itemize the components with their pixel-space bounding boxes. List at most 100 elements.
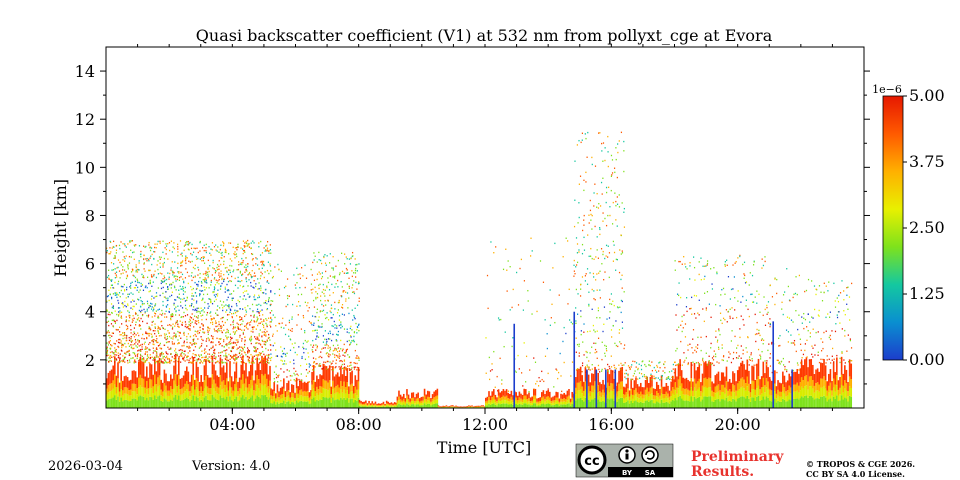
backscatter-pixel	[242, 248, 244, 250]
backscatter-pixel	[282, 317, 284, 320]
backscatter-pixel	[116, 354, 118, 356]
backscatter-pixel	[241, 340, 243, 342]
backscatter-pixel	[266, 250, 268, 252]
backscatter-pixel	[162, 327, 164, 330]
backscatter-pixel	[170, 269, 172, 271]
backscatter-pixel	[624, 362, 626, 364]
backscatter-pixel	[263, 326, 265, 329]
backscatter-pixel	[110, 287, 112, 289]
backscatter-pixel	[242, 347, 244, 350]
surface-column	[665, 391, 668, 397]
backscatter-pixel	[308, 363, 310, 365]
backscatter-pixel	[339, 272, 341, 274]
backscatter-pixel	[174, 278, 177, 280]
backscatter-pixel	[220, 263, 222, 266]
surface-column	[253, 395, 255, 402]
backscatter-pixel	[547, 372, 549, 375]
backscatter-pixel	[143, 268, 145, 270]
backscatter-pixel	[284, 333, 287, 336]
surface-column	[224, 384, 226, 393]
backscatter-pixel	[601, 263, 603, 265]
backscatter-pixel	[168, 348, 170, 350]
backscatter-pixel	[162, 362, 164, 364]
backscatter-pixel	[341, 363, 343, 366]
surface-column	[493, 389, 495, 396]
backscatter-pixel	[175, 360, 177, 362]
surface-column	[382, 403, 385, 406]
backscatter-pixel	[257, 324, 259, 327]
backscatter-pixel	[187, 327, 190, 330]
backscatter-pixel	[231, 275, 233, 278]
backscatter-pixel	[343, 360, 346, 362]
surface-column	[696, 366, 699, 382]
surface-column	[480, 405, 483, 407]
backscatter-pixel	[596, 316, 598, 319]
backscatter-pixel	[675, 364, 677, 367]
backscatter-pixel	[203, 307, 206, 309]
surface-column	[157, 360, 159, 378]
backscatter-pixel	[128, 349, 130, 352]
backscatter-pixel	[140, 355, 142, 357]
backscatter-pixel	[228, 269, 230, 271]
backscatter-pixel	[637, 378, 639, 380]
backscatter-pixel	[136, 289, 138, 292]
surface-column	[445, 406, 448, 408]
surface-column	[349, 399, 352, 408]
backscatter-pixel	[231, 337, 233, 339]
backscatter-pixel	[645, 377, 647, 380]
surface-column	[283, 388, 285, 395]
surface-column	[611, 383, 614, 392]
backscatter-pixel	[343, 290, 345, 292]
backscatter-pixel	[111, 312, 113, 314]
surface-column	[300, 379, 303, 390]
backscatter-pixel	[627, 373, 629, 376]
surface-column	[542, 390, 545, 397]
backscatter-pixel	[201, 282, 203, 284]
surface-column	[368, 400, 370, 404]
backscatter-pixel	[216, 266, 218, 269]
surface-column	[525, 395, 527, 400]
backscatter-pixel	[221, 360, 223, 363]
backscatter-pixel	[326, 285, 328, 287]
backscatter-pixel	[202, 331, 204, 333]
backscatter-pixel	[120, 333, 122, 336]
backscatter-pixel	[110, 296, 113, 299]
backscatter-pixel	[125, 271, 127, 273]
backscatter-pixel	[248, 360, 250, 362]
backscatter-pixel	[596, 330, 598, 332]
backscatter-pixel	[138, 245, 141, 247]
surface-column	[256, 385, 258, 396]
surface-column	[354, 386, 357, 394]
backscatter-pixel	[243, 362, 246, 364]
backscatter-pixel	[194, 247, 196, 250]
backscatter-pixel	[232, 321, 234, 323]
backscatter-pixel	[171, 261, 173, 263]
backscatter-pixel	[258, 282, 260, 284]
backscatter-pixel	[599, 289, 601, 291]
backscatter-pixel	[195, 256, 197, 258]
surface-column	[384, 405, 386, 407]
surface-column	[603, 384, 606, 393]
backscatter-pixel	[152, 320, 154, 323]
surface-column	[157, 377, 159, 387]
backscatter-pixel	[261, 357, 264, 360]
backscatter-pixel	[141, 337, 143, 340]
backscatter-pixel	[119, 277, 121, 279]
backscatter-pixel	[544, 319, 546, 321]
backscatter-pixel	[165, 283, 167, 285]
backscatter-pixel	[138, 349, 140, 351]
backscatter-pixel	[653, 377, 655, 380]
backscatter-pixel	[213, 291, 215, 293]
backscatter-pixel	[106, 250, 108, 252]
backscatter-pixel	[207, 357, 209, 360]
surface-column	[684, 394, 686, 401]
surface-column	[187, 398, 190, 408]
backscatter-pixel	[215, 325, 217, 328]
backscatter-pixel	[149, 349, 151, 351]
backscatter-pixel	[502, 268, 505, 271]
backscatter-pixel	[142, 333, 144, 336]
backscatter-pixel	[694, 279, 696, 281]
backscatter-pixel	[316, 308, 319, 311]
backscatter-pixel	[343, 352, 346, 354]
backscatter-pixel	[630, 378, 632, 381]
